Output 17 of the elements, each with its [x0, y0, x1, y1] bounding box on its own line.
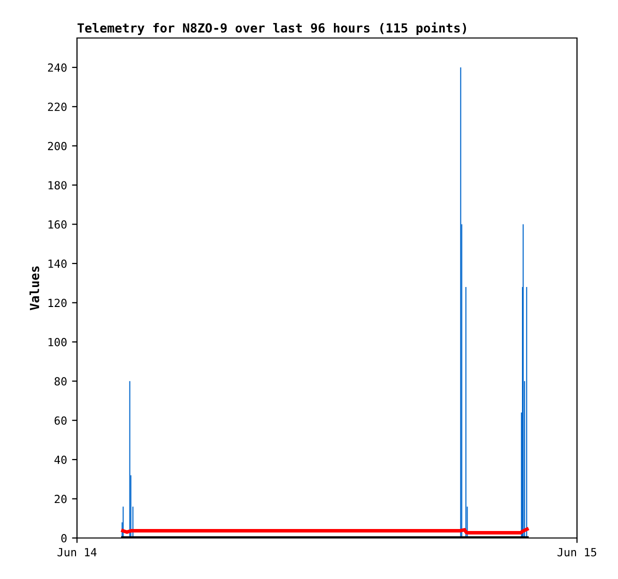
- y-tick-label: 40: [54, 456, 67, 464]
- y-axis-title: Values: [30, 266, 40, 310]
- y-tick-label: 60: [54, 416, 67, 425]
- chart-title: Telemetry for N8ZO-9 over last 96 hours (115 points): [78, 22, 466, 36]
- y-tick-label: 240: [48, 63, 67, 72]
- y-tick-label: 220: [48, 102, 67, 112]
- y-tick-label: 20: [54, 494, 67, 504]
- y-tick-label: 0: [61, 534, 67, 542]
- y-tick-label: 180: [48, 181, 67, 190]
- y-tick-label: 100: [48, 338, 67, 346]
- y-tick-label: 80: [54, 377, 67, 386]
- y-tick-label: 200: [48, 142, 67, 150]
- y-tick-label: 140: [48, 259, 67, 268]
- y-tick-label: 160: [48, 220, 67, 229]
- y-tick-label: 120: [48, 298, 67, 308]
- x-tick-label: Jun 14: [58, 548, 97, 556]
- x-tick-label: Jun 15: [558, 548, 596, 556]
